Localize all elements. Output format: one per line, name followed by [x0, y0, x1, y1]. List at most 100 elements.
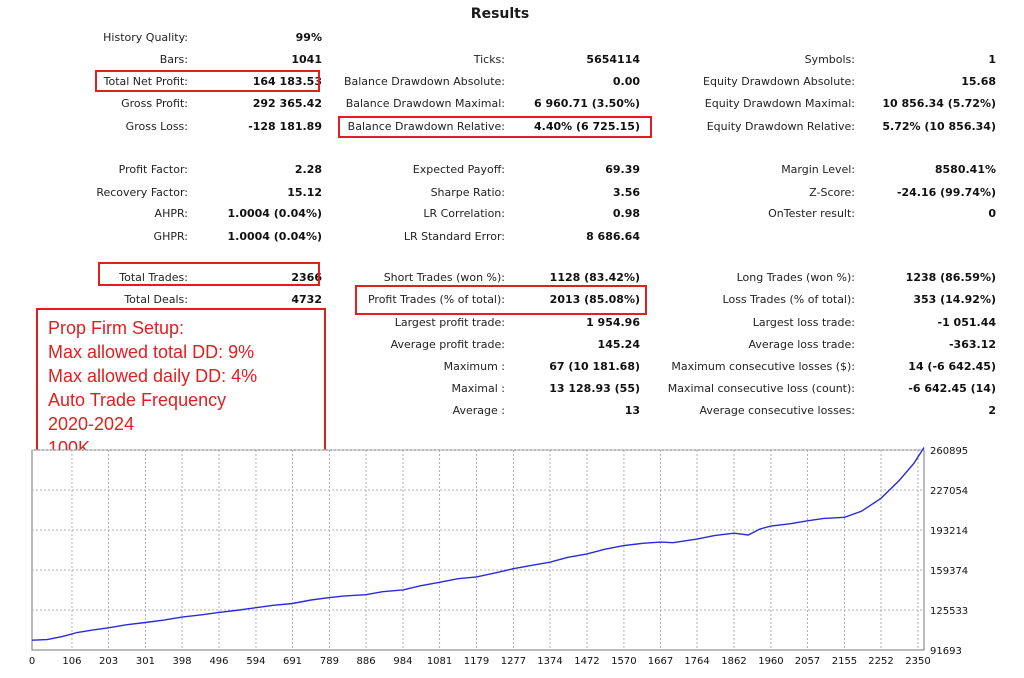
- stat-label: Equity Drawdown Absolute:: [703, 75, 855, 88]
- note-line: 2020-2024: [48, 414, 135, 434]
- balance-series-line: [31, 447, 925, 641]
- stat-label: Margin Level:: [781, 163, 855, 176]
- stat-label: Profit Trades (% of total):: [367, 293, 505, 306]
- stat-label: Symbols:: [804, 53, 855, 66]
- stat-value: 2.28: [294, 163, 322, 176]
- stat-label: History Quality:: [103, 31, 188, 44]
- stat-label: GHPR:: [153, 230, 188, 243]
- stat-label: Expected Payoff:: [412, 163, 505, 176]
- stat-label: OnTester result:: [768, 207, 855, 220]
- stat-value: 5654114: [586, 53, 640, 66]
- stat-value: -24.16 (99.74%): [896, 186, 996, 199]
- x-tick-label: 1179: [464, 656, 489, 667]
- x-tick-label: 594: [246, 656, 265, 667]
- y-tick-label: 193214: [930, 526, 968, 537]
- stat-value: -363.12: [948, 338, 996, 351]
- stat-value: 5.72% (10 856.34): [882, 120, 996, 133]
- stat-value: 292 365.42: [252, 97, 322, 110]
- note-line: Max allowed total DD: 9%: [48, 342, 255, 362]
- x-tick-label: 2252: [868, 656, 893, 667]
- stat-value: 6 960.71 (3.50%): [534, 97, 640, 110]
- stat-value: 8 686.64: [586, 230, 640, 243]
- x-tick-label: 2155: [832, 656, 857, 667]
- stat-value: 2: [988, 404, 996, 417]
- stat-label: Maximum :: [443, 360, 505, 373]
- stat-value: 1.0004 (0.04%): [227, 230, 323, 243]
- highlight-total-trades: [98, 262, 320, 286]
- stat-label: AHPR:: [154, 207, 188, 220]
- x-tick-label: 203: [99, 656, 118, 667]
- stat-value: -6 642.45 (14): [908, 382, 996, 395]
- x-tick-label: 1374: [537, 656, 562, 667]
- stat-value: 0.00: [612, 75, 640, 88]
- stat-label: Gross Profit:: [121, 97, 188, 110]
- stat-value: 0.98: [612, 207, 640, 220]
- x-tick-label: 2350: [905, 656, 930, 667]
- x-tick-label: 984: [393, 656, 412, 667]
- stat-value: 2013 (85.08%): [549, 293, 640, 306]
- stat-label: Largest loss trade:: [752, 316, 855, 329]
- stat-value: 1.0004 (0.04%): [227, 207, 323, 220]
- highlight-total-net-profit: [95, 70, 320, 92]
- stat-label: Bars:: [159, 53, 188, 66]
- x-tick-label: 789: [320, 656, 339, 667]
- x-tick-label: 106: [62, 656, 81, 667]
- stat-label: Average loss trade:: [748, 338, 855, 351]
- stat-value: 8580.41%: [934, 163, 996, 176]
- stat-value: 4.40% (6 725.15): [534, 120, 640, 133]
- y-tick-label: 227054: [930, 486, 968, 497]
- x-tick-label: 1081: [427, 656, 452, 667]
- y-tick-label: 159374: [930, 566, 968, 577]
- stat-label: Average consecutive losses:: [699, 404, 855, 417]
- stat-label: Balance Drawdown Relative:: [347, 120, 505, 133]
- stat-label: Ticks:: [473, 53, 505, 66]
- stat-value: -1 051.44: [937, 316, 997, 329]
- x-tick-label: 1862: [721, 656, 746, 667]
- stat-label: Equity Drawdown Maximal:: [704, 97, 855, 110]
- stat-label: Short Trades (won %):: [383, 271, 505, 284]
- stat-value: 1 954.96: [586, 316, 640, 329]
- stat-label: Profit Factor:: [118, 163, 188, 176]
- stat-value: 13 128.93 (55): [549, 382, 640, 395]
- y-tick-label: 260895: [930, 446, 968, 457]
- stat-value: 145.24: [597, 338, 640, 351]
- note-line: Prop Firm Setup:: [48, 318, 185, 338]
- stat-label: Gross Loss:: [125, 120, 188, 133]
- x-tick-label: 691: [283, 656, 302, 667]
- stat-label: Long Trades (won %):: [736, 271, 855, 284]
- stat-value: 353 (14.92%): [913, 293, 996, 306]
- stat-label: Z-Score:: [809, 186, 855, 199]
- stat-label: Largest profit trade:: [394, 316, 505, 329]
- stat-value: 15.12: [287, 186, 322, 199]
- stat-value: 3.56: [612, 186, 640, 199]
- stat-value: 69.39: [605, 163, 640, 176]
- y-tick-label: 91693: [930, 646, 962, 657]
- stat-value: 15.68: [961, 75, 996, 88]
- highlight-balance-dd-relative: [338, 116, 652, 138]
- x-tick-label: 1277: [501, 656, 526, 667]
- stat-value: -128 181.89: [248, 120, 322, 133]
- stat-value: 0: [988, 207, 996, 220]
- x-tick-label: 301: [136, 656, 155, 667]
- x-tick-label: 398: [173, 656, 192, 667]
- x-tick-label: 1764: [684, 656, 709, 667]
- stat-value: 13: [624, 404, 640, 417]
- stat-label: Maximal consecutive loss (count):: [667, 382, 855, 395]
- stat-label: Loss Trades (% of total):: [722, 293, 855, 306]
- x-tick-label: 1472: [574, 656, 599, 667]
- balance-chart-svg: 260895 227054 193214 159374 125533 91693 0 106 2…: [29, 446, 968, 667]
- note-line: Auto Trade Frequency: [48, 390, 227, 410]
- stat-label: Sharpe Ratio:: [430, 186, 505, 199]
- highlight-profit-trades: [355, 285, 647, 315]
- stat-label: Total Net Profit:: [103, 75, 188, 88]
- stat-label: Equity Drawdown Relative:: [706, 120, 855, 133]
- stat-value: 1238 (86.59%): [905, 271, 996, 284]
- stat-label: Recovery Factor:: [96, 186, 188, 199]
- x-tick-label: 0: [29, 656, 35, 667]
- x-tick-label: 496: [209, 656, 228, 667]
- stat-value: 164 183.53: [252, 75, 322, 88]
- stat-label: LR Correlation:: [423, 207, 505, 220]
- note-line: Max allowed daily DD: 4%: [48, 366, 258, 386]
- stat-label: Balance Drawdown Absolute:: [343, 75, 505, 88]
- stat-label: Average profit trade:: [390, 338, 505, 351]
